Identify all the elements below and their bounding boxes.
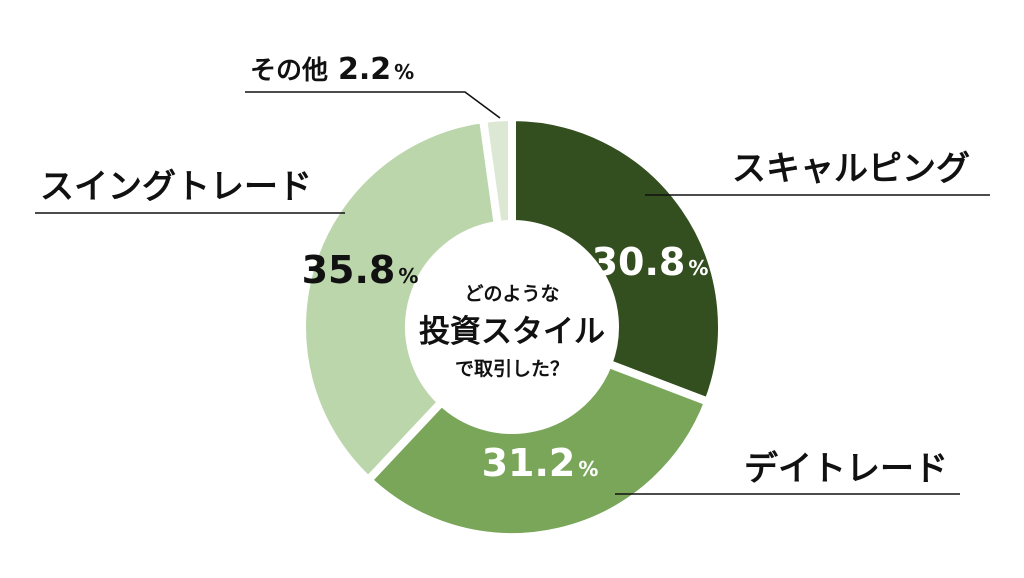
- category-label-3: その他 2.2%: [250, 52, 414, 87]
- value-labels: 30.8 % 31.2 % 35.8%: [302, 240, 709, 485]
- slice-3: [478, 112, 516, 230]
- center-title: どのような 投資スタイル で取引した？: [419, 283, 605, 380]
- category-label-0: スキャルピング: [732, 149, 970, 189]
- donut-slices: [298, 112, 726, 541]
- category-label-1: デイトレード: [744, 449, 948, 489]
- center-title-line-3: で取引した？: [455, 358, 569, 380]
- leader-line-3: [245, 91, 501, 119]
- value-label-1: 31.2%: [482, 441, 599, 485]
- center-title-line-2: 投資スタイル: [419, 314, 605, 350]
- center-title-line-1: どのような: [464, 283, 559, 305]
- value-label-0: 30.8%: [592, 240, 709, 284]
- leader-lines: [35, 91, 990, 495]
- category-label-2: スイングトレード: [40, 167, 312, 207]
- slice-2: [298, 114, 503, 486]
- slice-0: [508, 112, 726, 408]
- value-label-2: 35.8%: [302, 248, 419, 292]
